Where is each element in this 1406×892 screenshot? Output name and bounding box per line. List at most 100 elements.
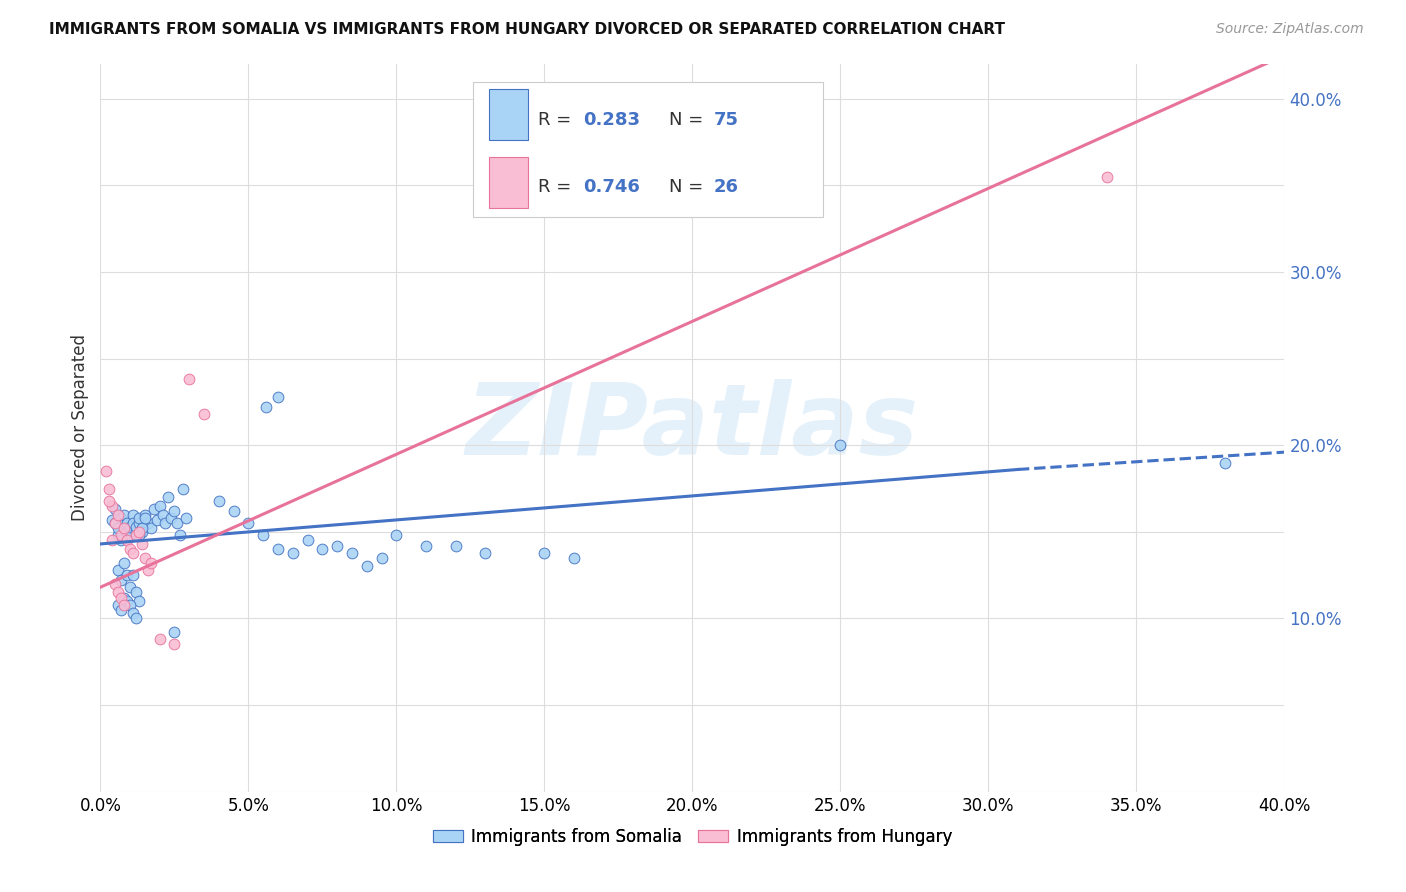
Point bbox=[112, 556, 135, 570]
Text: R =: R = bbox=[538, 178, 578, 196]
Point bbox=[281, 546, 304, 560]
Point bbox=[115, 594, 138, 608]
Point bbox=[193, 407, 215, 421]
Point bbox=[104, 516, 127, 531]
Point bbox=[1095, 169, 1118, 184]
Point bbox=[297, 533, 319, 548]
Point bbox=[136, 516, 159, 531]
Point bbox=[148, 499, 170, 513]
Point bbox=[115, 524, 138, 539]
Point bbox=[311, 542, 333, 557]
Point bbox=[267, 390, 290, 404]
Point bbox=[134, 550, 156, 565]
Point bbox=[125, 524, 148, 539]
Point bbox=[267, 542, 290, 557]
Point bbox=[110, 591, 132, 605]
Point bbox=[98, 493, 121, 508]
Point bbox=[134, 511, 156, 525]
Point bbox=[172, 482, 194, 496]
Point bbox=[107, 563, 129, 577]
Point bbox=[415, 539, 437, 553]
Point bbox=[104, 576, 127, 591]
Point bbox=[125, 611, 148, 625]
Point bbox=[128, 511, 150, 525]
Point bbox=[101, 499, 124, 513]
Point bbox=[107, 528, 129, 542]
Text: N =: N = bbox=[669, 111, 709, 129]
Point bbox=[208, 493, 231, 508]
Text: 0.283: 0.283 bbox=[583, 111, 641, 129]
Point bbox=[238, 516, 260, 531]
Point bbox=[356, 559, 378, 574]
Point bbox=[163, 504, 186, 518]
Point bbox=[166, 516, 188, 531]
Point bbox=[101, 513, 124, 527]
Point bbox=[115, 533, 138, 548]
Point bbox=[118, 542, 141, 557]
Point bbox=[110, 603, 132, 617]
Point bbox=[122, 508, 145, 522]
Point bbox=[107, 598, 129, 612]
Point bbox=[110, 528, 132, 542]
Point bbox=[139, 556, 162, 570]
Text: 75: 75 bbox=[714, 111, 738, 129]
Point bbox=[118, 528, 141, 542]
Legend: Immigrants from Somalia, Immigrants from Hungary: Immigrants from Somalia, Immigrants from… bbox=[426, 822, 959, 853]
Point bbox=[110, 574, 132, 588]
Text: N =: N = bbox=[669, 178, 709, 196]
FancyBboxPatch shape bbox=[489, 157, 527, 208]
Point bbox=[254, 400, 277, 414]
Point bbox=[444, 539, 467, 553]
Text: Source: ZipAtlas.com: Source: ZipAtlas.com bbox=[1216, 22, 1364, 37]
Point bbox=[125, 585, 148, 599]
Point bbox=[139, 521, 162, 535]
Point bbox=[115, 568, 138, 582]
Point bbox=[107, 585, 129, 599]
Text: 0.746: 0.746 bbox=[583, 178, 640, 196]
Point bbox=[340, 546, 363, 560]
Point bbox=[370, 550, 392, 565]
Point bbox=[122, 546, 145, 560]
Point bbox=[112, 516, 135, 531]
Point bbox=[474, 546, 496, 560]
Point bbox=[128, 594, 150, 608]
Point bbox=[169, 528, 191, 542]
Point bbox=[145, 513, 167, 527]
Point bbox=[131, 524, 153, 539]
Y-axis label: Divorced or Separated: Divorced or Separated bbox=[72, 334, 89, 522]
Point bbox=[136, 563, 159, 577]
Text: IMMIGRANTS FROM SOMALIA VS IMMIGRANTS FROM HUNGARY DIVORCED OR SEPARATED CORRELA: IMMIGRANTS FROM SOMALIA VS IMMIGRANTS FR… bbox=[49, 22, 1005, 37]
Point bbox=[107, 521, 129, 535]
Point bbox=[122, 607, 145, 621]
Point bbox=[118, 519, 141, 533]
Text: R =: R = bbox=[538, 111, 578, 129]
Point bbox=[104, 516, 127, 531]
Point bbox=[104, 502, 127, 516]
Point bbox=[155, 516, 177, 531]
Point bbox=[96, 464, 118, 478]
Point bbox=[115, 516, 138, 531]
Point bbox=[110, 511, 132, 525]
Point bbox=[118, 580, 141, 594]
Text: 26: 26 bbox=[714, 178, 738, 196]
Point bbox=[122, 516, 145, 531]
Point bbox=[128, 528, 150, 542]
Point bbox=[112, 508, 135, 522]
Point bbox=[125, 519, 148, 533]
Point bbox=[112, 521, 135, 535]
Point bbox=[157, 490, 180, 504]
Point bbox=[562, 550, 585, 565]
Point bbox=[152, 508, 174, 522]
Point bbox=[1213, 456, 1236, 470]
FancyBboxPatch shape bbox=[489, 89, 527, 140]
Point bbox=[533, 546, 555, 560]
Point bbox=[163, 637, 186, 651]
Point bbox=[174, 511, 197, 525]
Point bbox=[118, 598, 141, 612]
Point bbox=[148, 632, 170, 647]
Point bbox=[112, 591, 135, 605]
Point bbox=[252, 528, 274, 542]
Point bbox=[128, 516, 150, 531]
Point bbox=[110, 533, 132, 548]
Point bbox=[179, 372, 201, 386]
